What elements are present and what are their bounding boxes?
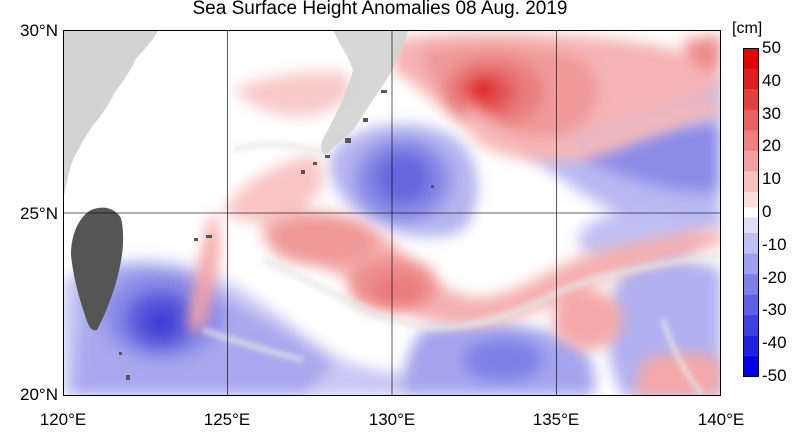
colorbar-segment-negative xyxy=(743,253,759,275)
colorbar-tick-label: -50 xyxy=(762,366,787,385)
colorbar-segment-positive xyxy=(743,150,759,172)
colorbar-tick-label: 40 xyxy=(762,70,781,90)
colorbar-tick-label: 20 xyxy=(762,136,781,156)
colorbar-tick-label: 30 xyxy=(762,103,781,123)
colorbar-segment-positive xyxy=(743,89,759,111)
ryukyu-land xyxy=(321,30,408,155)
lat-label-30n: 30°N xyxy=(20,21,58,40)
colorbar-segment-negative xyxy=(743,356,759,377)
ssh-anomaly-map xyxy=(63,30,721,396)
lon-label-120e: 120°E xyxy=(39,410,87,429)
colorbar-segment-negative xyxy=(743,212,759,234)
map-frame xyxy=(63,30,721,396)
colorbar-segment-positive xyxy=(743,48,759,70)
colorbar-tick-label: -20 xyxy=(762,267,787,287)
positive-anomaly-field xyxy=(188,32,721,396)
small-islands xyxy=(119,90,434,380)
lon-label-140e: 140°E xyxy=(697,410,745,429)
map-grid xyxy=(63,30,721,396)
colorbar-segment-positive xyxy=(743,109,759,131)
china-mainland xyxy=(63,30,158,200)
colorbar-tick-label: -40 xyxy=(762,333,787,353)
lon-label-125e: 125°E xyxy=(203,410,251,429)
chart-title: Sea Surface Height Anomalies 08 Aug. 201… xyxy=(192,0,568,19)
colorbar xyxy=(743,48,759,377)
lon-label-135e: 135°E xyxy=(532,410,580,429)
lon-label-130e: 130°E xyxy=(368,410,416,429)
colorbar-tick-label: 10 xyxy=(762,169,781,189)
colorbar-unit: [cm] xyxy=(732,20,763,37)
colorbar-segment-positive xyxy=(743,171,759,193)
colorbar-segment-negative xyxy=(743,233,759,255)
colorbar-segment-negative xyxy=(743,274,759,296)
colorbar-tick-label: 0 xyxy=(762,202,772,221)
colorbar-tick-label: -30 xyxy=(762,300,787,320)
colorbar-segment-negative xyxy=(743,335,759,357)
colorbar-tick-label: 50 xyxy=(762,38,781,57)
colorbar-segment-negative xyxy=(743,294,759,316)
colorbar-segment-zero xyxy=(743,207,759,218)
taiwan-island xyxy=(71,207,124,331)
lat-label-25n: 25°N xyxy=(20,204,58,223)
colorbar-segment-positive xyxy=(743,130,759,152)
colorbar-tick-label: -10 xyxy=(762,234,787,254)
colorbar-segment-negative xyxy=(743,315,759,337)
lat-label-20n: 20°N xyxy=(20,385,58,404)
colorbar-segment-positive xyxy=(743,68,759,90)
